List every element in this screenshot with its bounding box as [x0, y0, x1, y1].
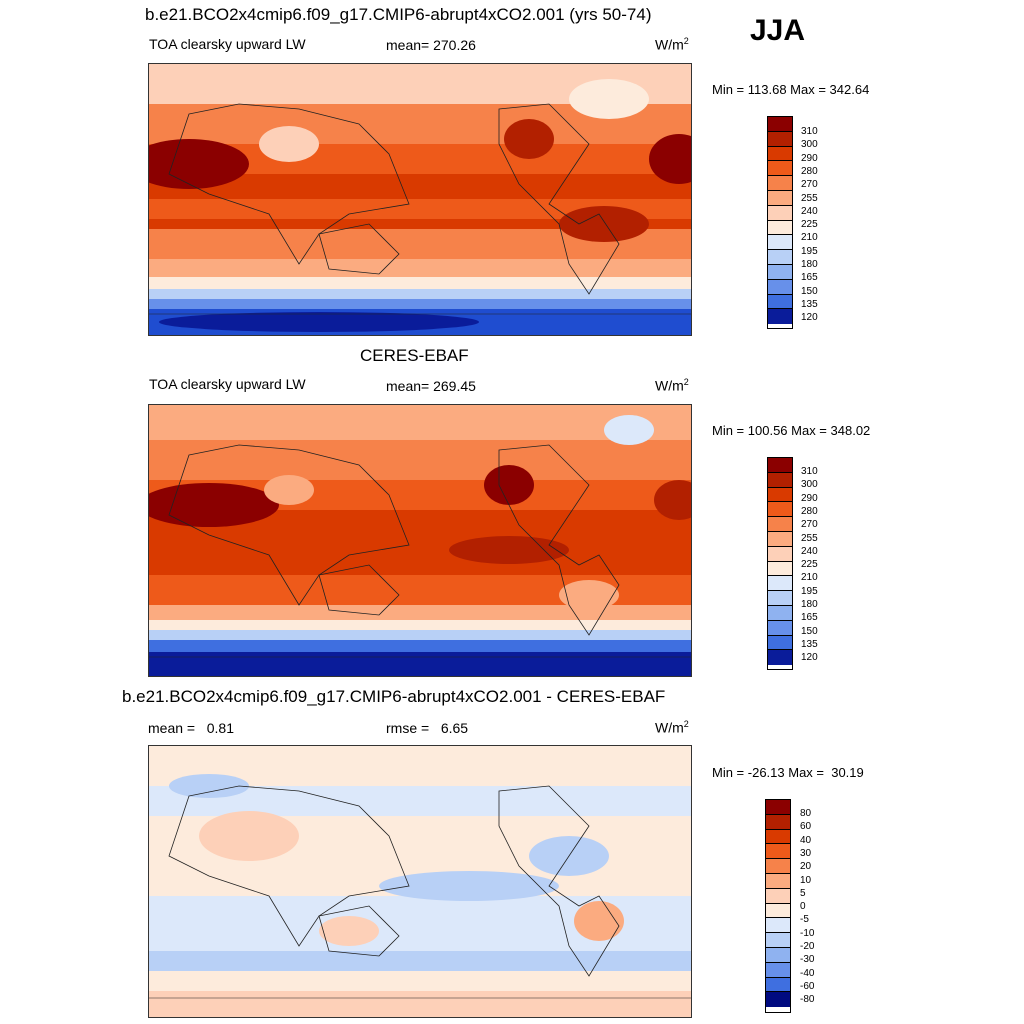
cb2-tick: 240 [801, 545, 818, 557]
cb3-tick: -5 [800, 914, 809, 926]
panel3-title: b.e21.BCO2x4cmip6.f09_g17.CMIP6-abrupt4x… [122, 687, 666, 706]
cb3-tick: 0 [800, 901, 806, 913]
cb2-tick: 310 [801, 466, 818, 477]
cb2-tick: 255 [801, 532, 818, 544]
panel1-minmax: Min = 113.68 Max = 342.64 [712, 82, 870, 97]
panel1-title: b.e21.BCO2x4cmip6.f09_g17.CMIP6-abrupt4x… [145, 5, 652, 24]
cb1-tick: 255 [801, 192, 818, 204]
cb1-tick: 280 [801, 165, 818, 177]
cb1-tick: 150 [801, 285, 818, 297]
cb2-tick: 225 [801, 559, 818, 571]
cb3-tick: -60 [800, 980, 815, 992]
cb1-tick: 180 [801, 259, 818, 270]
cb3-tick: 40 [800, 834, 812, 846]
cb1-tick: 225 [801, 219, 818, 231]
cb2-tick: 150 [801, 625, 818, 637]
panel3-map [148, 745, 692, 1018]
panel2-title: CERES-EBAF [360, 346, 469, 365]
panel2-variable: TOA clearsky upward LW [149, 376, 306, 392]
panel1-mean: mean= 270.26 [386, 37, 476, 53]
cb1-tick: 195 [801, 245, 818, 257]
cb3-tick: -30 [800, 954, 815, 966]
cb1-tick: 210 [801, 232, 818, 244]
panel1-units: W/m2 [655, 36, 689, 53]
cb3-tick: -20 [800, 941, 815, 952]
cb3-tick: 20 [800, 861, 812, 873]
cb2-tick: 120 [801, 652, 818, 664]
cb1-tick: 135 [801, 298, 818, 310]
cb2-tick: 165 [801, 612, 818, 624]
cb1-tick: 290 [801, 152, 818, 164]
cb1-tick: 300 [801, 139, 818, 151]
panel3-minmax: Min = -26.13 Max = 30.19 [712, 765, 864, 780]
cb3-tick: 10 [800, 874, 812, 886]
cb3-tick: 5 [800, 887, 806, 899]
cb3-tick: -10 [800, 927, 815, 939]
panel3-rmse: rmse = 6.65 [386, 720, 469, 736]
cb2-tick: 300 [801, 479, 818, 491]
cb2-tick: 270 [801, 519, 818, 531]
cb2-tick: 290 [801, 492, 818, 504]
panel2-mean: mean= 269.45 [386, 378, 476, 394]
panel1-map [148, 63, 692, 336]
cb3-tick: -80 [800, 994, 815, 1006]
panel2-minmax: Min = 100.56 Max = 348.02 [712, 423, 871, 438]
panel3-units: W/m2 [655, 719, 689, 736]
cb3-tick: -40 [800, 967, 815, 979]
panel1-variable: TOA clearsky upward LW [149, 36, 306, 52]
cb1-tick: 240 [801, 205, 818, 217]
cb2-tick: 135 [801, 638, 818, 650]
cb1-tick: 310 [801, 126, 818, 137]
panel2-units: W/m2 [655, 377, 689, 394]
panel3-mean: mean = 0.81 [148, 720, 235, 736]
cb2-tick: 280 [801, 505, 818, 517]
cb3-tick: 30 [800, 847, 812, 859]
panel2-map [148, 404, 692, 677]
panel2-colorbar [767, 457, 793, 670]
cb3-tick: 60 [800, 821, 812, 833]
cb1-tick: 270 [801, 179, 818, 191]
panel1-colorbar [767, 116, 793, 329]
cb2-tick: 180 [801, 599, 818, 610]
cb2-tick: 195 [801, 585, 818, 597]
cb3-tick: 80 [800, 808, 812, 819]
panel3-colorbar [765, 799, 791, 1013]
cb1-tick: 120 [801, 312, 818, 324]
cb1-tick: 165 [801, 272, 818, 284]
cb2-tick: 210 [801, 572, 818, 584]
season-label: JJA [750, 14, 806, 47]
